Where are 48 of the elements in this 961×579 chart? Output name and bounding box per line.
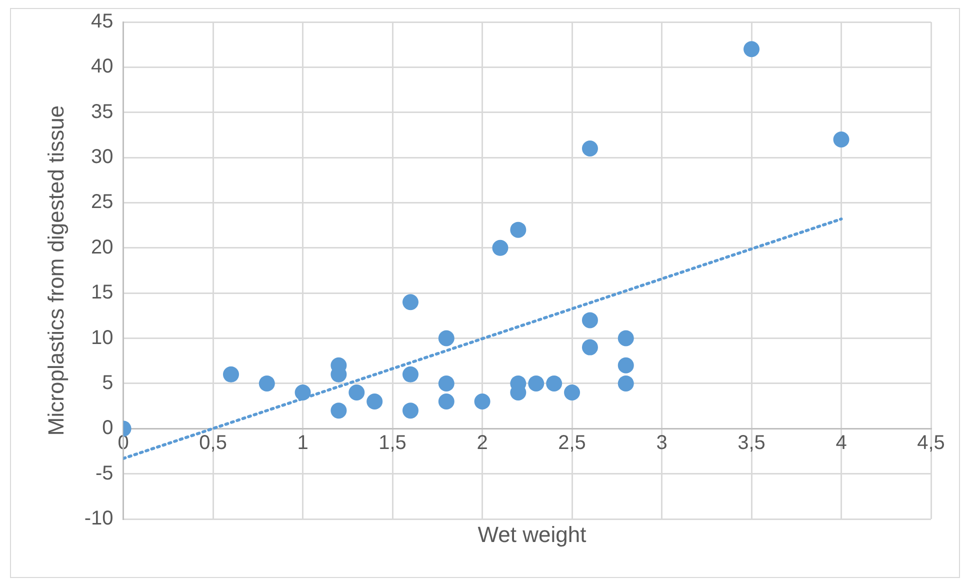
point	[618, 357, 634, 374]
y-tick-label: 15	[91, 282, 114, 304]
y-tick-label: 40	[91, 56, 114, 78]
point	[528, 375, 544, 392]
point	[402, 294, 418, 310]
x-tick-label: 0,5	[199, 432, 227, 454]
x-axis-title: Wet weight	[476, 522, 588, 548]
point	[546, 375, 562, 392]
x-tick-label: 3	[656, 432, 668, 454]
point	[258, 375, 275, 392]
y-tick-label: 25	[91, 191, 114, 214]
point	[330, 402, 347, 419]
point	[438, 375, 454, 392]
point	[744, 41, 760, 58]
point	[474, 394, 490, 410]
point	[492, 240, 508, 256]
x-tick-label: 1,5	[378, 432, 406, 454]
point	[438, 394, 454, 410]
y-axis-title: Microplastics from digested tissue	[43, 105, 68, 436]
point	[582, 339, 598, 356]
point	[582, 140, 598, 157]
point	[223, 366, 239, 382]
x-tick-label: 3,5	[738, 432, 766, 454]
x-tick-label: 2,5	[558, 432, 586, 454]
point	[833, 131, 850, 148]
point	[366, 394, 383, 410]
y-tick-label: 10	[91, 326, 114, 349]
y-tick-label: 30	[91, 146, 114, 168]
x-tick-label: 2	[476, 432, 488, 454]
x-tick-label: 4	[836, 432, 847, 454]
y-tick-label: 35	[91, 100, 114, 123]
point	[618, 330, 634, 346]
point	[402, 402, 418, 419]
x-tick-label: 1	[297, 432, 308, 454]
y-tick-label: 0	[102, 417, 114, 440]
point	[348, 384, 365, 400]
y-tick-label: -10	[84, 508, 114, 530]
point	[438, 330, 454, 346]
point	[402, 366, 418, 382]
point	[510, 222, 526, 238]
point	[618, 375, 634, 392]
y-tick-label: 5	[102, 372, 114, 394]
y-tick-label: -5	[96, 462, 114, 484]
point	[564, 384, 580, 400]
y-tick-label: 45	[91, 10, 114, 33]
x-tick-label: 4,5	[917, 432, 945, 454]
y-tick-label: 20	[91, 236, 114, 258]
point	[582, 312, 598, 328]
